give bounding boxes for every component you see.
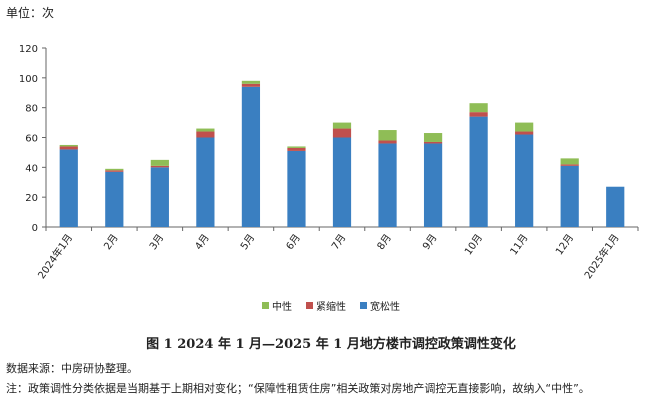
bar-segment-中性 bbox=[59, 144, 78, 147]
bar-segment-紧缩性 bbox=[515, 131, 534, 135]
figure-caption: 图 1 2024 年 1 月—2025 年 1 月地方楼市调控政策调性变化 bbox=[146, 337, 516, 352]
bar-segment-宽松性 bbox=[241, 86, 261, 228]
bar-segment-紧缩性 bbox=[105, 170, 124, 172]
x-tick-label: 4月 bbox=[193, 232, 212, 252]
legend-swatch bbox=[262, 302, 269, 309]
legend-item: 宽松性 bbox=[360, 298, 400, 313]
bar-segment-中性 bbox=[332, 122, 352, 129]
bar-segment-中性 bbox=[469, 103, 488, 113]
y-tick-label: 60 bbox=[25, 134, 38, 145]
stacked-bar-chart: 0 20 40 60 80 100 120 2024年1月 2月 3月 4月 5月 6月 7月 8月 9月 1… bbox=[19, 44, 639, 281]
y-tick-label: 40 bbox=[25, 163, 38, 174]
chart-bars bbox=[59, 80, 625, 228]
bar-segment-紧缩性 bbox=[287, 147, 306, 151]
x-tick-label: 11月 bbox=[508, 232, 531, 258]
bar-segment-中性 bbox=[378, 130, 397, 141]
bar-segment-宽松性 bbox=[378, 143, 397, 227]
legend-item: 紧缩性 bbox=[306, 298, 346, 313]
bar-segment-紧缩性 bbox=[59, 146, 78, 150]
legend-label: 紧缩性 bbox=[316, 302, 346, 313]
x-tick-label: 7月 bbox=[329, 232, 348, 252]
bar-segment-中性 bbox=[560, 158, 579, 165]
bar-segment-宽松性 bbox=[287, 150, 306, 227]
bar-segment-中性 bbox=[241, 80, 261, 84]
bar-segment-宽松性 bbox=[606, 186, 625, 227]
x-tick-label: 8月 bbox=[375, 232, 394, 252]
bar-segment-紧缩性 bbox=[241, 83, 261, 87]
bar-segment-宽松性 bbox=[423, 143, 443, 227]
x-tick-label: 3月 bbox=[147, 232, 166, 252]
x-tick-label: 12月 bbox=[553, 232, 576, 258]
x-tick-label: 6月 bbox=[284, 232, 303, 252]
bar-segment-紧缩性 bbox=[378, 140, 397, 144]
bar-segment-宽松性 bbox=[150, 167, 169, 227]
y-tick-label: 0 bbox=[32, 223, 38, 234]
bar-segment-中性 bbox=[423, 133, 443, 142]
x-tick-label: 2月 bbox=[102, 232, 121, 252]
legend-swatch bbox=[360, 302, 367, 309]
bar-segment-宽松性 bbox=[59, 149, 78, 227]
y-tick-label: 80 bbox=[25, 104, 38, 115]
bar-segment-中性 bbox=[515, 122, 534, 132]
bar-segment-宽松性 bbox=[515, 134, 534, 227]
data-source: 数据来源：中房研协整理。 bbox=[6, 362, 138, 375]
y-tick-label: 120 bbox=[19, 44, 38, 55]
legend-label: 宽松性 bbox=[370, 302, 400, 313]
bar-segment-紧缩性 bbox=[332, 128, 352, 138]
x-tick-label: 10月 bbox=[462, 232, 485, 258]
legend-label: 中性 bbox=[272, 302, 292, 313]
bar-segment-宽松性 bbox=[196, 137, 215, 227]
x-tick-label: 2024年1月 bbox=[35, 231, 75, 281]
legend-swatch bbox=[306, 302, 313, 309]
bar-segment-宽松性 bbox=[332, 137, 352, 227]
bar-segment-紧缩性 bbox=[196, 131, 215, 138]
bar-segment-宽松性 bbox=[560, 165, 579, 227]
bar-segment-宽松性 bbox=[469, 116, 488, 227]
x-tick-label: 9月 bbox=[420, 232, 439, 252]
bar-segment-中性 bbox=[287, 146, 306, 148]
figure-note: 注：政策调性分类依据是当期基于上期相对变化；“保障性租赁住房”相关政策对房地产调… bbox=[6, 382, 590, 395]
bar-segment-紧缩性 bbox=[560, 164, 579, 166]
bar-segment-中性 bbox=[105, 168, 124, 171]
y-tick-label: 100 bbox=[19, 74, 38, 85]
bar-segment-紧缩性 bbox=[150, 165, 169, 168]
legend-item: 中性 bbox=[262, 298, 292, 313]
x-tick-labels: 2024年1月 2月 3月 4月 5月 6月 7月 8月 9月 10月 11月 12月 2025年1月 bbox=[35, 231, 622, 281]
bar-segment-紧缩性 bbox=[469, 112, 488, 117]
chart-legend: 中性 紧缩性 宽松性 bbox=[0, 298, 662, 313]
bar-segment-紧缩性 bbox=[423, 141, 443, 144]
x-tick-label: 5月 bbox=[238, 232, 257, 252]
bar-segment-宽松性 bbox=[105, 171, 124, 227]
bar-segment-中性 bbox=[196, 128, 215, 132]
y-tick-label: 20 bbox=[25, 193, 38, 204]
bar-segment-中性 bbox=[150, 159, 169, 166]
x-tick-label: 2025年1月 bbox=[581, 231, 621, 281]
unit-label: 单位：次 bbox=[6, 6, 55, 20]
